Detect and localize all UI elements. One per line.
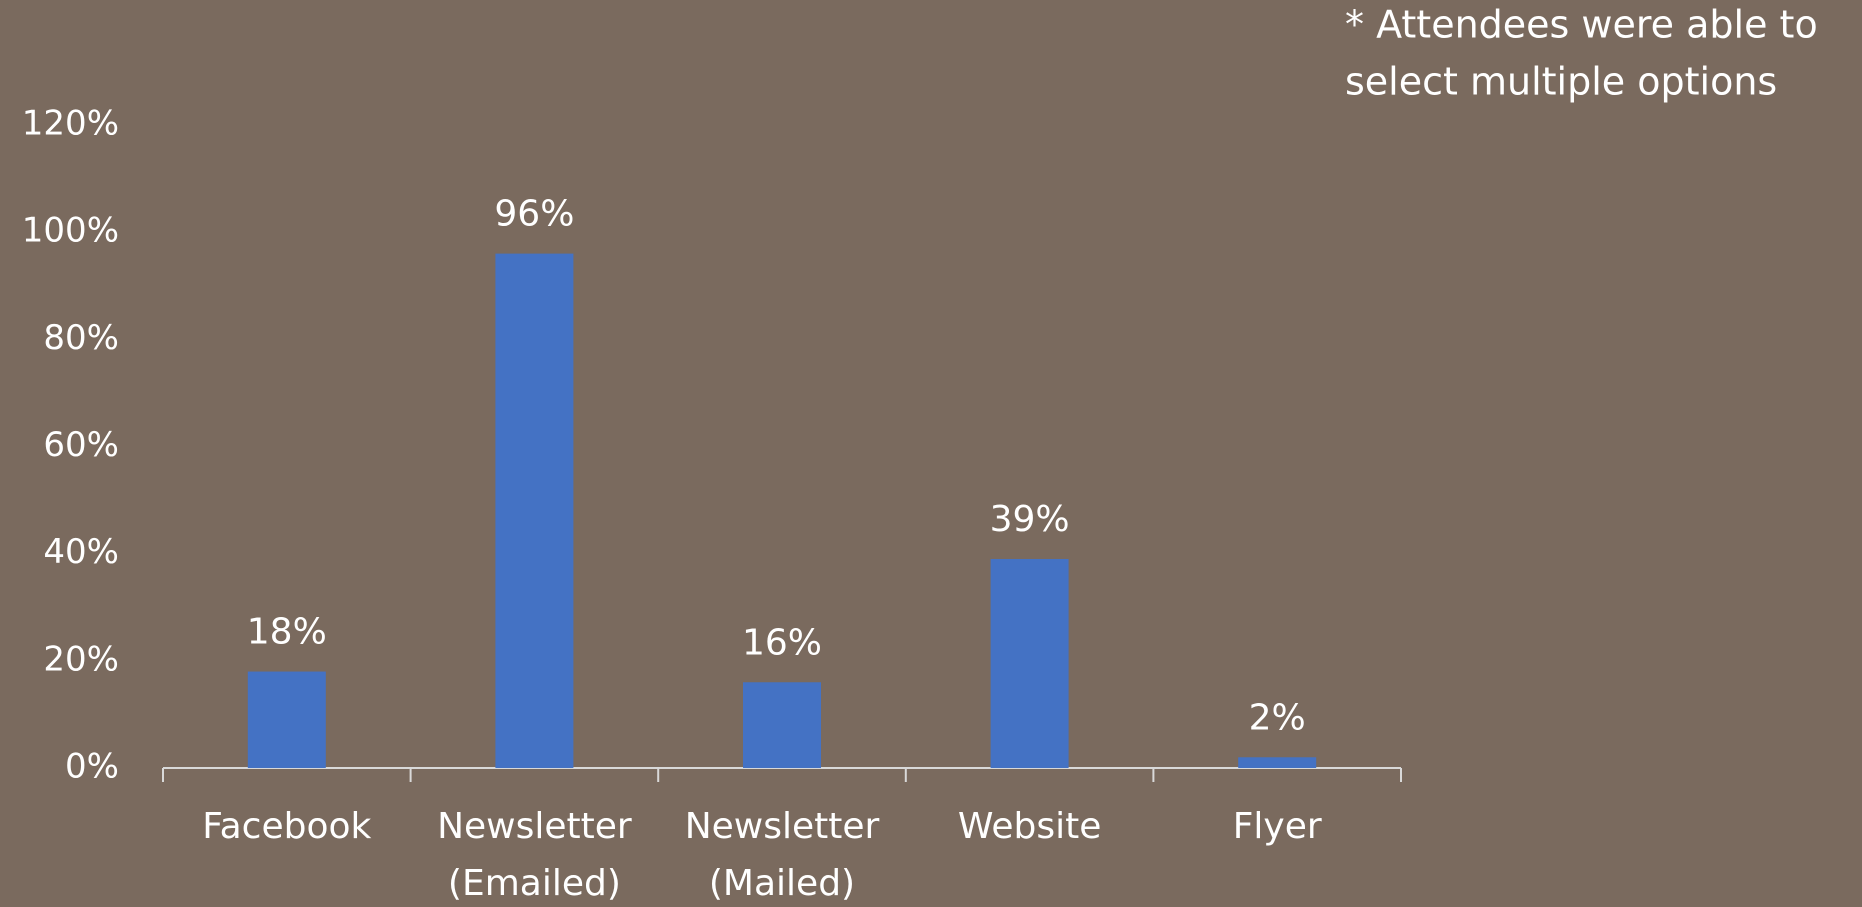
x-tick-label: Flyer xyxy=(1233,806,1322,847)
x-tick-label: Facebook xyxy=(202,806,371,847)
y-tick-label: 120% xyxy=(22,104,119,144)
value-label: 16% xyxy=(742,622,822,663)
y-tick-label: 100% xyxy=(22,211,119,251)
bar xyxy=(1238,757,1317,768)
value-label: 18% xyxy=(247,612,327,653)
bar xyxy=(247,671,326,768)
bar xyxy=(743,682,821,768)
x-tick-label: (Emailed) xyxy=(448,863,621,904)
y-tick-label: 40% xyxy=(43,532,119,572)
y-tick-label: 0% xyxy=(65,747,119,787)
annotation: * Attendees were able to xyxy=(1345,3,1818,47)
value-label: 96% xyxy=(494,194,574,235)
x-tick-label: Newsletter xyxy=(437,806,632,847)
bar xyxy=(495,253,574,769)
x-tick-label: Newsletter xyxy=(685,806,880,847)
value-label: 2% xyxy=(1249,697,1306,738)
y-tick-label: 60% xyxy=(43,425,119,465)
y-tick-label: 20% xyxy=(43,639,119,679)
annotation: select multiple options xyxy=(1345,60,1777,104)
y-tick-label: 80% xyxy=(43,318,119,358)
bar xyxy=(990,559,1069,768)
value-label: 39% xyxy=(990,499,1070,540)
x-tick-label: Website xyxy=(958,806,1102,847)
x-tick-label: (Mailed) xyxy=(709,863,855,904)
